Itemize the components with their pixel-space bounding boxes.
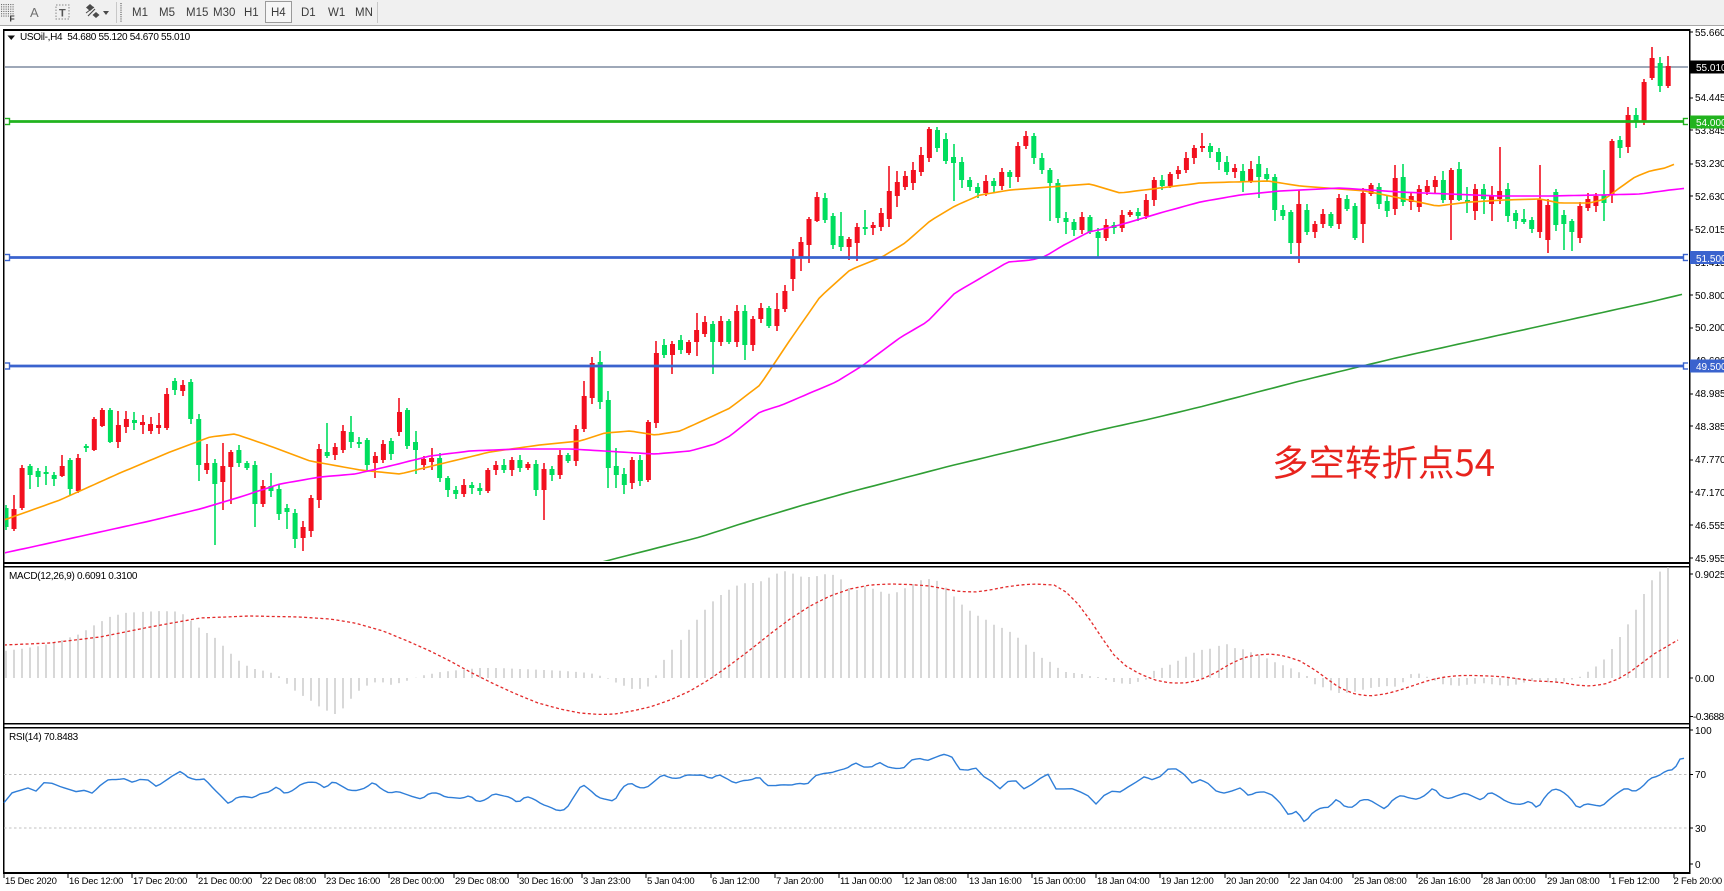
svg-text:52.015: 52.015: [1695, 225, 1724, 236]
svg-text:70: 70: [1695, 770, 1707, 781]
svg-text:54.000: 54.000: [1696, 118, 1724, 129]
svg-text:47.770: 47.770: [1695, 455, 1724, 466]
svg-text:D1: D1: [301, 7, 316, 19]
svg-text:45.955: 45.955: [1695, 554, 1724, 565]
svg-text:USOil-,H4 54.680 55.120 54.67: USOil-,H4 54.680 55.120 54.670 55.010: [20, 32, 191, 43]
svg-text:6 Jan 12:00: 6 Jan 12:00: [712, 876, 759, 887]
svg-text:22 Jan 04:00: 22 Jan 04:00: [1290, 876, 1343, 887]
svg-text:17 Dec 20:00: 17 Dec 20:00: [133, 876, 187, 887]
svg-text:3 Jan 23:00: 3 Jan 23:00: [583, 876, 630, 887]
svg-text:23 Dec 16:00: 23 Dec 16:00: [326, 876, 380, 887]
svg-text:7 Jan 20:00: 7 Jan 20:00: [776, 876, 823, 887]
svg-text:H4: H4: [271, 7, 286, 19]
svg-text:M30: M30: [213, 7, 235, 19]
svg-text:0.9025: 0.9025: [1695, 570, 1724, 581]
svg-text:50.800: 50.800: [1695, 291, 1724, 302]
svg-text:53.230: 53.230: [1695, 159, 1724, 170]
svg-text:5 Jan 04:00: 5 Jan 04:00: [647, 876, 694, 887]
svg-text:19 Jan 12:00: 19 Jan 12:00: [1161, 876, 1214, 887]
svg-text:48.385: 48.385: [1695, 422, 1724, 433]
svg-text:29 Jan 08:00: 29 Jan 08:00: [1547, 876, 1600, 887]
svg-text:16 Dec 12:00: 16 Dec 12:00: [69, 876, 123, 887]
svg-text:11 Jan 00:00: 11 Jan 00:00: [840, 876, 892, 887]
svg-text:25 Jan 08:00: 25 Jan 08:00: [1354, 876, 1407, 887]
svg-text:A: A: [30, 5, 39, 20]
svg-text:22 Dec 08:00: 22 Dec 08:00: [262, 876, 316, 887]
svg-text:47.170: 47.170: [1695, 488, 1724, 499]
svg-text:RSI(14) 70.8483: RSI(14) 70.8483: [9, 732, 79, 743]
svg-text:H1: H1: [244, 7, 259, 19]
svg-text:12 Jan 08:00: 12 Jan 08:00: [904, 876, 957, 887]
svg-text:28 Dec 00:00: 28 Dec 00:00: [390, 876, 444, 887]
svg-text:MN: MN: [355, 7, 373, 19]
svg-text:55.010: 55.010: [1696, 63, 1724, 74]
svg-text:100: 100: [1695, 726, 1712, 737]
svg-text:55.660: 55.660: [1695, 28, 1724, 39]
svg-text:0: 0: [1695, 860, 1701, 871]
svg-text:54.445: 54.445: [1695, 93, 1724, 104]
svg-text:46.555: 46.555: [1695, 521, 1724, 532]
svg-text:2 Feb 20:00: 2 Feb 20:00: [1673, 876, 1722, 887]
svg-text:13 Jan 16:00: 13 Jan 16:00: [969, 876, 1022, 887]
svg-text:15 Dec 2020: 15 Dec 2020: [5, 876, 57, 887]
svg-text:MACD(12,26,9) 0.6091 0.3100: MACD(12,26,9) 0.6091 0.3100: [9, 571, 138, 582]
svg-text:28 Jan 00:00: 28 Jan 00:00: [1483, 876, 1536, 887]
svg-text:M5: M5: [159, 7, 175, 19]
svg-text:0.00: 0.00: [1695, 674, 1715, 685]
svg-text:48.985: 48.985: [1695, 389, 1724, 400]
svg-text:26 Jan 16:00: 26 Jan 16:00: [1418, 876, 1471, 887]
svg-text:30: 30: [1695, 824, 1707, 835]
svg-text:29 Dec 08:00: 29 Dec 08:00: [455, 876, 509, 887]
svg-text:50.200: 50.200: [1695, 323, 1724, 334]
svg-text:F: F: [10, 14, 15, 24]
svg-text:30 Dec 16:00: 30 Dec 16:00: [519, 876, 573, 887]
svg-text:15 Jan 00:00: 15 Jan 00:00: [1033, 876, 1086, 887]
svg-text:52.630: 52.630: [1695, 192, 1724, 203]
svg-text:1 Feb 12:00: 1 Feb 12:00: [1611, 876, 1660, 887]
svg-text:21 Dec 00:00: 21 Dec 00:00: [198, 876, 252, 887]
svg-text:M15: M15: [186, 7, 208, 19]
svg-text:T: T: [59, 8, 66, 20]
svg-text:53.845: 53.845: [1695, 126, 1724, 137]
svg-text:20 Jan 20:00: 20 Jan 20:00: [1226, 876, 1279, 887]
svg-text:49.500: 49.500: [1696, 362, 1724, 373]
svg-text:W1: W1: [328, 7, 345, 19]
svg-text:-0.3688: -0.3688: [1693, 712, 1724, 723]
svg-text:18 Jan 04:00: 18 Jan 04:00: [1097, 876, 1150, 887]
svg-text:M1: M1: [132, 7, 148, 19]
svg-text:51.500: 51.500: [1696, 254, 1724, 265]
